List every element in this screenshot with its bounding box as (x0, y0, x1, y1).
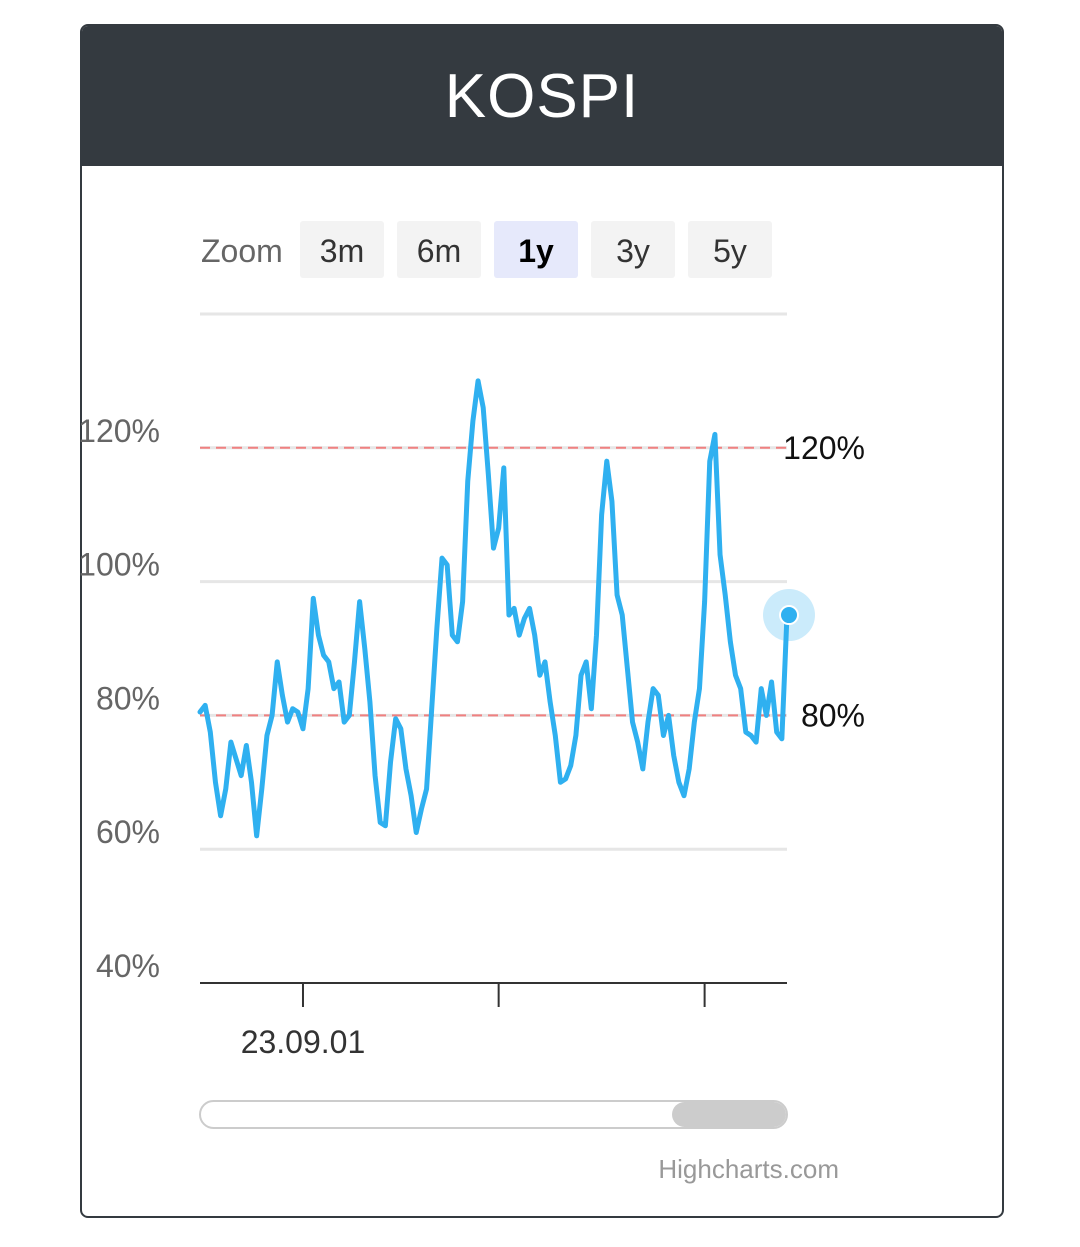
y-tick-label: 60% (96, 814, 160, 850)
y-grid (200, 312, 787, 851)
x-axis: 23.09.01 (200, 982, 787, 1060)
zoom-label: Zoom (201, 233, 283, 269)
threshold-label: 120% (783, 430, 865, 466)
navigator-scrollbar[interactable] (199, 1100, 788, 1129)
zoom-button-1y[interactable]: 1y (494, 221, 578, 278)
threshold-label: 80% (801, 697, 865, 733)
zoom-button-label: 3m (320, 233, 364, 269)
zoom-button-label: 5y (713, 233, 747, 269)
y-tick-label: 100% (78, 547, 160, 583)
y-tick-label: 120% (78, 413, 160, 449)
last-point-marker[interactable] (779, 605, 799, 626)
series-line[interactable] (197, 378, 790, 839)
zoom-button-label: 3y (616, 233, 650, 269)
zoom-button-6m[interactable]: 6m (397, 221, 481, 278)
scrollbar-track[interactable] (199, 1100, 788, 1129)
scrollbar-thumb[interactable] (672, 1102, 786, 1127)
x-tick-label: 23.09.01 (241, 1024, 366, 1060)
chart-container: Zoom 3m 6m 1y 3y 5y 40% 60% 80% 100% 120% 120% 80… (78, 221, 865, 1184)
y-tick-label: 80% (96, 680, 160, 716)
highcharts-credit[interactable]: Highcharts.com (658, 1154, 839, 1184)
zoom-button-5y[interactable]: 5y (688, 221, 772, 278)
zoom-button-3m[interactable]: 3m (300, 221, 384, 278)
zoom-button-3y[interactable]: 3y (591, 221, 675, 278)
y-tick-label: 40% (96, 948, 160, 984)
zoom-button-label: 6m (417, 233, 461, 269)
range-selector: Zoom 3m 6m 1y 3y 5y (201, 221, 772, 278)
zoom-button-label: 1y (518, 233, 554, 269)
y-axis-labels: 40% 60% 80% 100% 120% (78, 413, 160, 984)
card-header: KOSPI (82, 26, 1002, 166)
threshold-lines: 120% 80% (200, 430, 865, 733)
chart-svg: Zoom 3m 6m 1y 3y 5y 40% 60% 80% 100% 120% 120% 80… (78, 221, 865, 1184)
series-group (197, 378, 815, 839)
card-title: KOSPI (444, 61, 640, 131)
